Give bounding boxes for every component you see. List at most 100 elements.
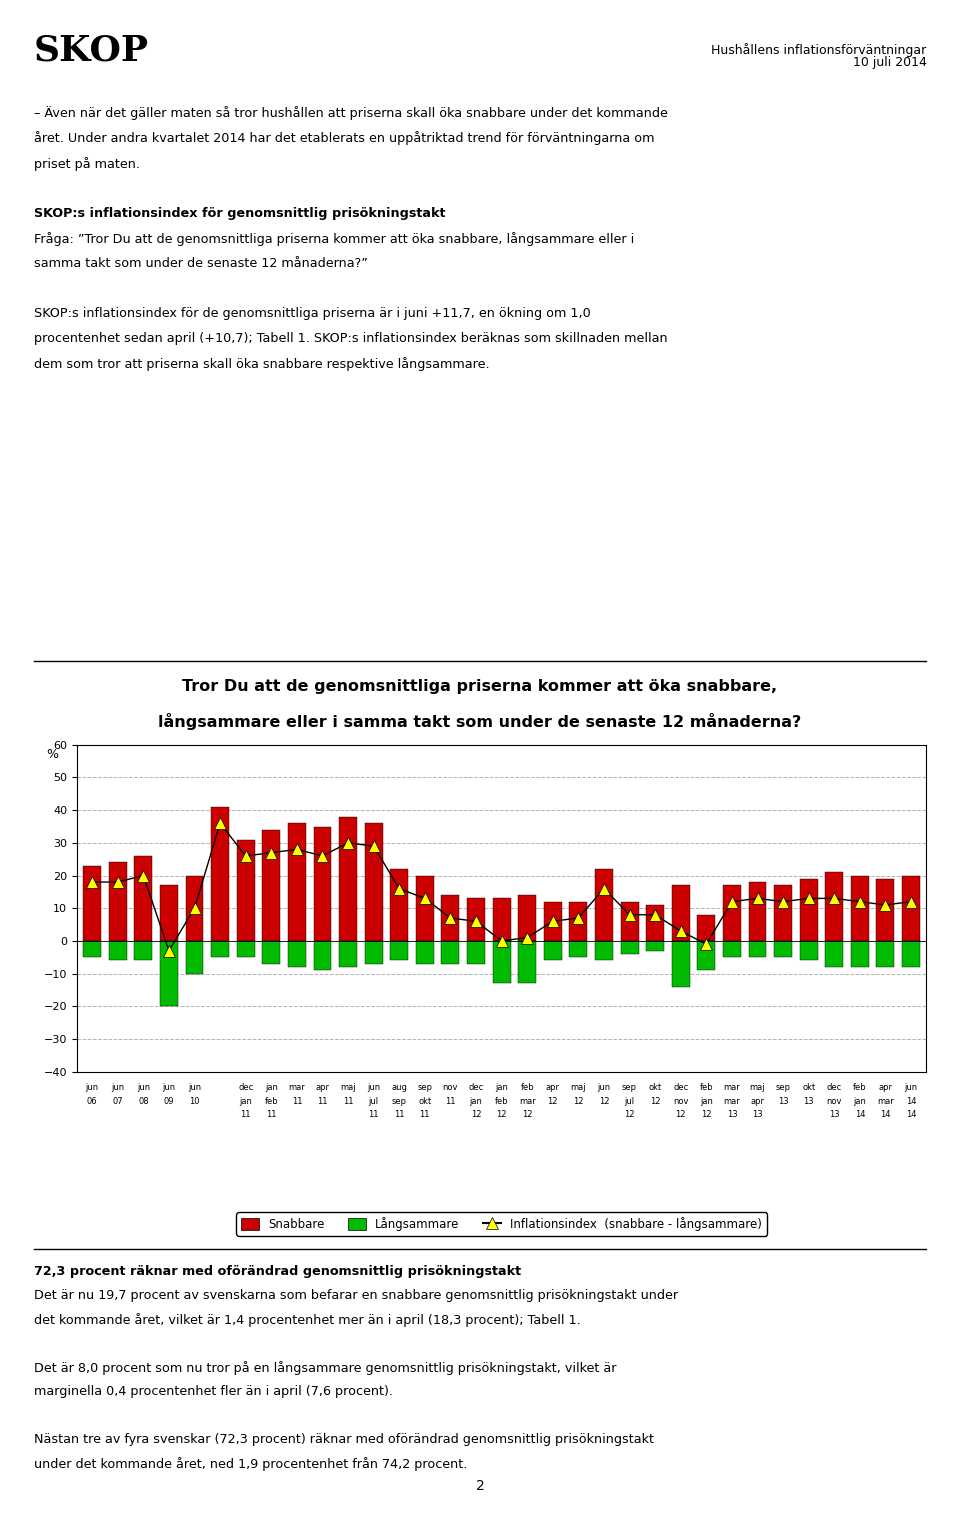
Text: okt: okt xyxy=(649,1084,661,1093)
Bar xyxy=(416,941,434,964)
Bar xyxy=(160,941,178,1006)
Text: Det är 8,0 procent som nu tror på en långsammare genomsnittlig prisökningstakt, : Det är 8,0 procent som nu tror på en lån… xyxy=(34,1360,616,1374)
Text: 12: 12 xyxy=(650,1096,660,1105)
Text: 2: 2 xyxy=(475,1479,485,1493)
Bar xyxy=(160,885,178,941)
Text: SKOP: SKOP xyxy=(34,33,149,67)
Bar xyxy=(468,941,485,964)
Bar xyxy=(442,895,460,941)
Text: maj: maj xyxy=(340,1084,356,1093)
Text: SKOP:s inflationsindex för de genomsnittliga priserna är i juni +11,7, en ökning: SKOP:s inflationsindex för de genomsnitt… xyxy=(34,307,590,321)
Bar xyxy=(672,885,689,941)
Bar xyxy=(800,941,818,961)
Bar xyxy=(620,901,638,941)
Bar xyxy=(288,941,306,967)
Text: jun: jun xyxy=(162,1084,176,1093)
Text: – Även när det gäller maten så tror hushållen att priserna skall öka snabbare un: – Även när det gäller maten så tror hush… xyxy=(34,106,667,120)
Text: Tror Du att de genomsnittliga priserna kommer att öka snabbare,: Tror Du att de genomsnittliga priserna k… xyxy=(182,679,778,695)
Bar xyxy=(876,941,895,967)
Text: apr: apr xyxy=(878,1084,893,1093)
Text: %: % xyxy=(46,748,58,762)
Bar xyxy=(646,941,664,950)
Text: 11: 11 xyxy=(369,1110,379,1119)
Bar xyxy=(774,941,792,958)
Text: mar: mar xyxy=(877,1096,894,1105)
Text: långsammare eller i samma takt som under de senaste 12 månaderna?: långsammare eller i samma takt som under… xyxy=(158,713,802,730)
Text: 11: 11 xyxy=(292,1096,302,1105)
Text: priset på maten.: priset på maten. xyxy=(34,157,139,170)
Text: under det kommande året, ned 1,9 procentenhet från 74,2 procent.: under det kommande året, ned 1,9 procent… xyxy=(34,1456,467,1471)
Bar xyxy=(391,869,408,941)
Bar xyxy=(134,856,153,941)
Text: mar: mar xyxy=(724,1096,740,1105)
Bar xyxy=(211,807,229,941)
Bar xyxy=(749,941,766,958)
Bar xyxy=(365,824,383,941)
Bar xyxy=(646,904,664,941)
Text: Nästan tre av fyra svenskar (72,3 procent) räknar med oförändrad genomsnittlig p: Nästan tre av fyra svenskar (72,3 procen… xyxy=(34,1433,654,1446)
Text: 08: 08 xyxy=(138,1096,149,1105)
Bar xyxy=(749,882,766,941)
Text: 11: 11 xyxy=(240,1110,251,1119)
Text: 14: 14 xyxy=(880,1110,891,1119)
Bar xyxy=(543,941,562,961)
Text: apr: apr xyxy=(316,1084,329,1093)
Bar xyxy=(365,941,383,964)
Text: jan: jan xyxy=(265,1084,277,1093)
Bar xyxy=(314,941,331,970)
Text: Fråga: ”Tror Du att de genomsnittliga priserna kommer att öka snabbare, långsamm: Fråga: ”Tror Du att de genomsnittliga pr… xyxy=(34,231,634,246)
Text: jun: jun xyxy=(367,1084,380,1093)
Text: nov: nov xyxy=(673,1096,688,1105)
Bar xyxy=(391,941,408,961)
Text: 13: 13 xyxy=(829,1110,840,1119)
Text: 11: 11 xyxy=(394,1110,404,1119)
Text: mar: mar xyxy=(518,1096,536,1105)
Text: aug: aug xyxy=(392,1084,407,1093)
Bar xyxy=(851,876,869,941)
Text: nov: nov xyxy=(827,1096,842,1105)
Text: 10 juli 2014: 10 juli 2014 xyxy=(852,56,926,70)
Text: 12: 12 xyxy=(522,1110,533,1119)
Text: 12: 12 xyxy=(599,1096,610,1105)
Bar xyxy=(774,885,792,941)
Bar xyxy=(595,941,612,961)
Text: dec: dec xyxy=(827,1084,842,1093)
Bar xyxy=(339,941,357,967)
Bar xyxy=(620,941,638,955)
Text: 11: 11 xyxy=(420,1110,430,1119)
Text: 12: 12 xyxy=(547,1096,558,1105)
Text: 11: 11 xyxy=(317,1096,327,1105)
Text: feb: feb xyxy=(494,1096,509,1105)
Bar xyxy=(211,941,229,958)
Text: feb: feb xyxy=(520,1084,534,1093)
Text: okt: okt xyxy=(802,1084,815,1093)
Bar xyxy=(108,862,127,941)
Text: sep: sep xyxy=(622,1084,637,1093)
Text: jun: jun xyxy=(111,1084,124,1093)
Text: apr: apr xyxy=(751,1096,764,1105)
Text: 07: 07 xyxy=(112,1096,123,1105)
Text: 12: 12 xyxy=(701,1110,711,1119)
Text: jun: jun xyxy=(904,1084,918,1093)
Text: feb: feb xyxy=(264,1096,278,1105)
Text: 13: 13 xyxy=(727,1110,737,1119)
Bar xyxy=(518,895,536,941)
Bar xyxy=(723,941,741,958)
Text: jun: jun xyxy=(597,1084,611,1093)
Bar xyxy=(902,941,920,967)
Text: procentenhet sedan april (+10,7); Tabell 1. SKOP:s inflationsindex beräknas som : procentenhet sedan april (+10,7); Tabell… xyxy=(34,331,667,345)
Text: året. Under andra kvartalet 2014 har det etablerats en uppåtriktad trend för för: året. Under andra kvartalet 2014 har det… xyxy=(34,131,654,146)
Bar xyxy=(569,901,588,941)
Bar xyxy=(262,830,280,941)
Text: 12: 12 xyxy=(624,1110,635,1119)
Text: 06: 06 xyxy=(86,1096,98,1105)
Text: mar: mar xyxy=(289,1084,305,1093)
Text: sep: sep xyxy=(392,1096,407,1105)
Bar xyxy=(288,824,306,941)
Text: 10: 10 xyxy=(189,1096,200,1105)
Bar xyxy=(84,941,101,958)
Text: Hushållens inflationsförväntningar: Hushållens inflationsförväntningar xyxy=(711,43,926,56)
Bar xyxy=(800,879,818,941)
Text: dec: dec xyxy=(238,1084,253,1093)
Text: apr: apr xyxy=(546,1084,560,1093)
